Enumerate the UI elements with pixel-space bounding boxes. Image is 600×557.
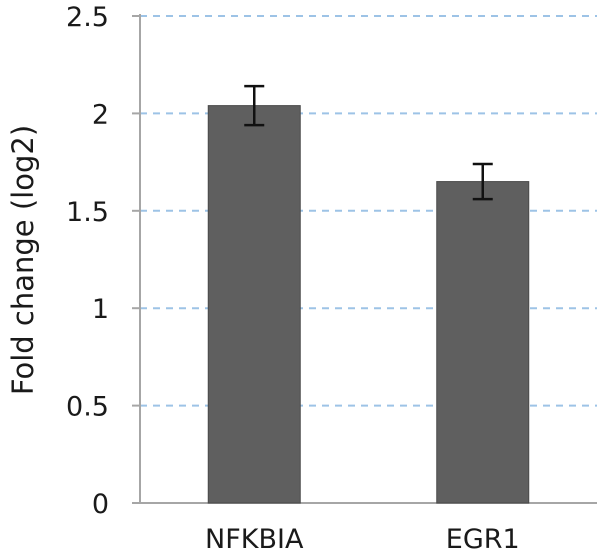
x-tick-labels: NFKBIA EGR1 [205,524,520,555]
bars [207,105,530,504]
bar-egr1 [436,181,530,504]
y-axis-title: Fold change (log2) [6,125,40,395]
x-tick-label-nfkbia: NFKBIA [205,524,304,555]
y-tick-label-3: 1.5 [66,197,109,228]
error-bars [244,84,493,201]
x-tick-label-egr1: EGR1 [446,524,520,555]
bar-nfkbia [207,105,301,504]
y-tick-labels: 0 0.5 1 1.5 2 2.5 [66,2,109,520]
y-tick-label-2: 1 [92,294,109,325]
y-tick-label-0: 0 [92,489,109,520]
y-tick-label-4: 2 [92,99,109,130]
y-tick-label-5: 2.5 [66,2,109,33]
y-tick-label-1: 0.5 [66,392,109,423]
